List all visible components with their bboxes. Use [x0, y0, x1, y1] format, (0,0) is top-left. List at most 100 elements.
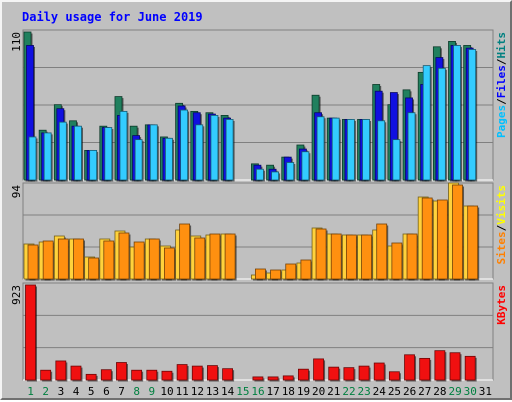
day-label-9: 9 — [149, 385, 156, 398]
y-max-label: 110 — [10, 32, 23, 52]
bar-kbytes-day-8 — [131, 369, 143, 381]
bar-kbytes-day-14 — [222, 368, 233, 381]
bar-kbytes-day-1 — [25, 284, 36, 381]
bar-kbytes-day-12 — [191, 365, 203, 381]
bar-pages-day-2 — [43, 132, 52, 181]
bar-pages-day-9 — [149, 124, 158, 181]
bar-kbytes-day-11 — [176, 364, 188, 381]
bar-kbytes-day-10 — [161, 370, 173, 381]
bar-sites-day-5 — [88, 257, 100, 280]
day-label-5: 5 — [88, 385, 95, 398]
bar-pages-day-6 — [104, 127, 113, 181]
bar-pages-day-18 — [286, 162, 295, 181]
bar-kbytes-day-28 — [434, 350, 446, 381]
legend-kbytes: KBytes — [495, 285, 508, 325]
chart-title: Daily usage for June 2019 — [22, 10, 203, 24]
bar-sites-day-2 — [42, 240, 54, 280]
bar-sites-day-23 — [361, 234, 372, 280]
bar-sites-day-12 — [194, 237, 206, 280]
bar-kbytes-day-17 — [267, 376, 279, 381]
bar-kbytes-day-5 — [85, 373, 97, 381]
bar-kbytes-day-23 — [358, 365, 370, 381]
bar-kbytes-day-3 — [55, 360, 67, 381]
bar-pages-day-7 — [119, 110, 128, 181]
day-label-8: 8 — [133, 385, 140, 398]
bar-sites-day-21 — [330, 233, 342, 280]
day-label-10: 10 — [160, 385, 173, 398]
bar-pages-day-17 — [271, 171, 279, 181]
bar-pages-day-12 — [195, 124, 204, 181]
day-label-20: 20 — [312, 385, 325, 398]
bar-pages-day-26 — [407, 112, 416, 181]
bar-kbytes-day-26 — [404, 354, 415, 381]
day-label-14: 14 — [221, 385, 235, 398]
bar-sites-day-16 — [255, 268, 266, 280]
legend-visits-sites: Sites/Visits — [495, 185, 508, 265]
bar-sites-day-29 — [452, 184, 463, 280]
bar-kbytes-day-19 — [298, 368, 309, 381]
day-label-24: 24 — [373, 385, 387, 398]
y-max-label: 94 — [10, 185, 23, 199]
day-label-6: 6 — [103, 385, 110, 398]
bar-pages-day-28 — [437, 67, 446, 181]
day-label-12: 12 — [191, 385, 204, 398]
bar-sites-day-9 — [148, 238, 160, 280]
bar-kbytes-day-22 — [343, 367, 355, 381]
bar-pages-day-21 — [331, 117, 340, 181]
bar-kbytes-day-7 — [116, 362, 127, 381]
bar-sites-day-18 — [285, 263, 297, 280]
day-label-27: 27 — [418, 385, 431, 398]
legend-entry: Sites — [495, 231, 508, 264]
day-label-31: 31 — [479, 385, 492, 398]
bar-pages-day-3 — [58, 121, 67, 181]
bar-pages-day-11 — [180, 109, 189, 181]
bar-kbytes-day-24 — [373, 362, 385, 381]
bar-sites-day-28 — [436, 199, 448, 280]
bar-kbytes-day-9 — [146, 369, 158, 381]
day-label-3: 3 — [58, 385, 65, 398]
day-label-29: 29 — [448, 385, 461, 398]
legend-entry: Hits — [495, 32, 508, 59]
bar-kbytes-day-6 — [100, 369, 112, 381]
day-label-26: 26 — [403, 385, 416, 398]
bar-pages-day-16 — [256, 168, 264, 181]
bar-pages-day-30 — [468, 49, 477, 181]
bar-pages-day-29 — [453, 45, 461, 181]
day-label-23: 23 — [358, 385, 371, 398]
day-label-25: 25 — [388, 385, 401, 398]
bar-pages-day-14 — [225, 119, 234, 181]
bar-pages-day-25 — [392, 139, 401, 181]
day-label-30: 30 — [464, 385, 477, 398]
bar-sites-day-30 — [467, 205, 479, 280]
bar-kbytes-day-21 — [328, 366, 340, 381]
day-label-16: 16 — [251, 385, 264, 398]
day-label-2: 2 — [42, 385, 49, 398]
bar-pages-day-5 — [89, 149, 98, 181]
bar-sites-day-22 — [345, 234, 357, 280]
bar-sites-day-24 — [376, 223, 388, 280]
bar-kbytes-day-25 — [388, 371, 400, 381]
bar-sites-day-19 — [300, 259, 312, 280]
day-label-21: 21 — [327, 385, 340, 398]
bar-sites-day-17 — [270, 269, 281, 280]
day-label-15: 15 — [236, 385, 249, 398]
bar-kbytes-day-16 — [252, 376, 264, 381]
bar-pages-day-22 — [346, 119, 355, 181]
day-label-18: 18 — [282, 385, 295, 398]
legend-entry: / — [495, 98, 508, 105]
bar-pages-day-27 — [422, 65, 431, 181]
day-label-28: 28 — [433, 385, 446, 398]
day-label-19: 19 — [297, 385, 310, 398]
bar-pages-day-8 — [134, 139, 143, 181]
bar-sites-day-14 — [224, 233, 236, 280]
day-label-4: 4 — [73, 385, 80, 398]
bar-sites-day-13 — [209, 233, 221, 280]
bar-kbytes-day-4 — [70, 365, 82, 381]
bar-sites-day-11 — [179, 223, 191, 280]
bar-sites-day-4 — [73, 238, 84, 280]
bar-sites-day-20 — [315, 228, 327, 280]
day-label-13: 13 — [206, 385, 219, 398]
bar-kbytes-day-30 — [464, 355, 476, 381]
bar-pages-day-10 — [165, 137, 173, 181]
